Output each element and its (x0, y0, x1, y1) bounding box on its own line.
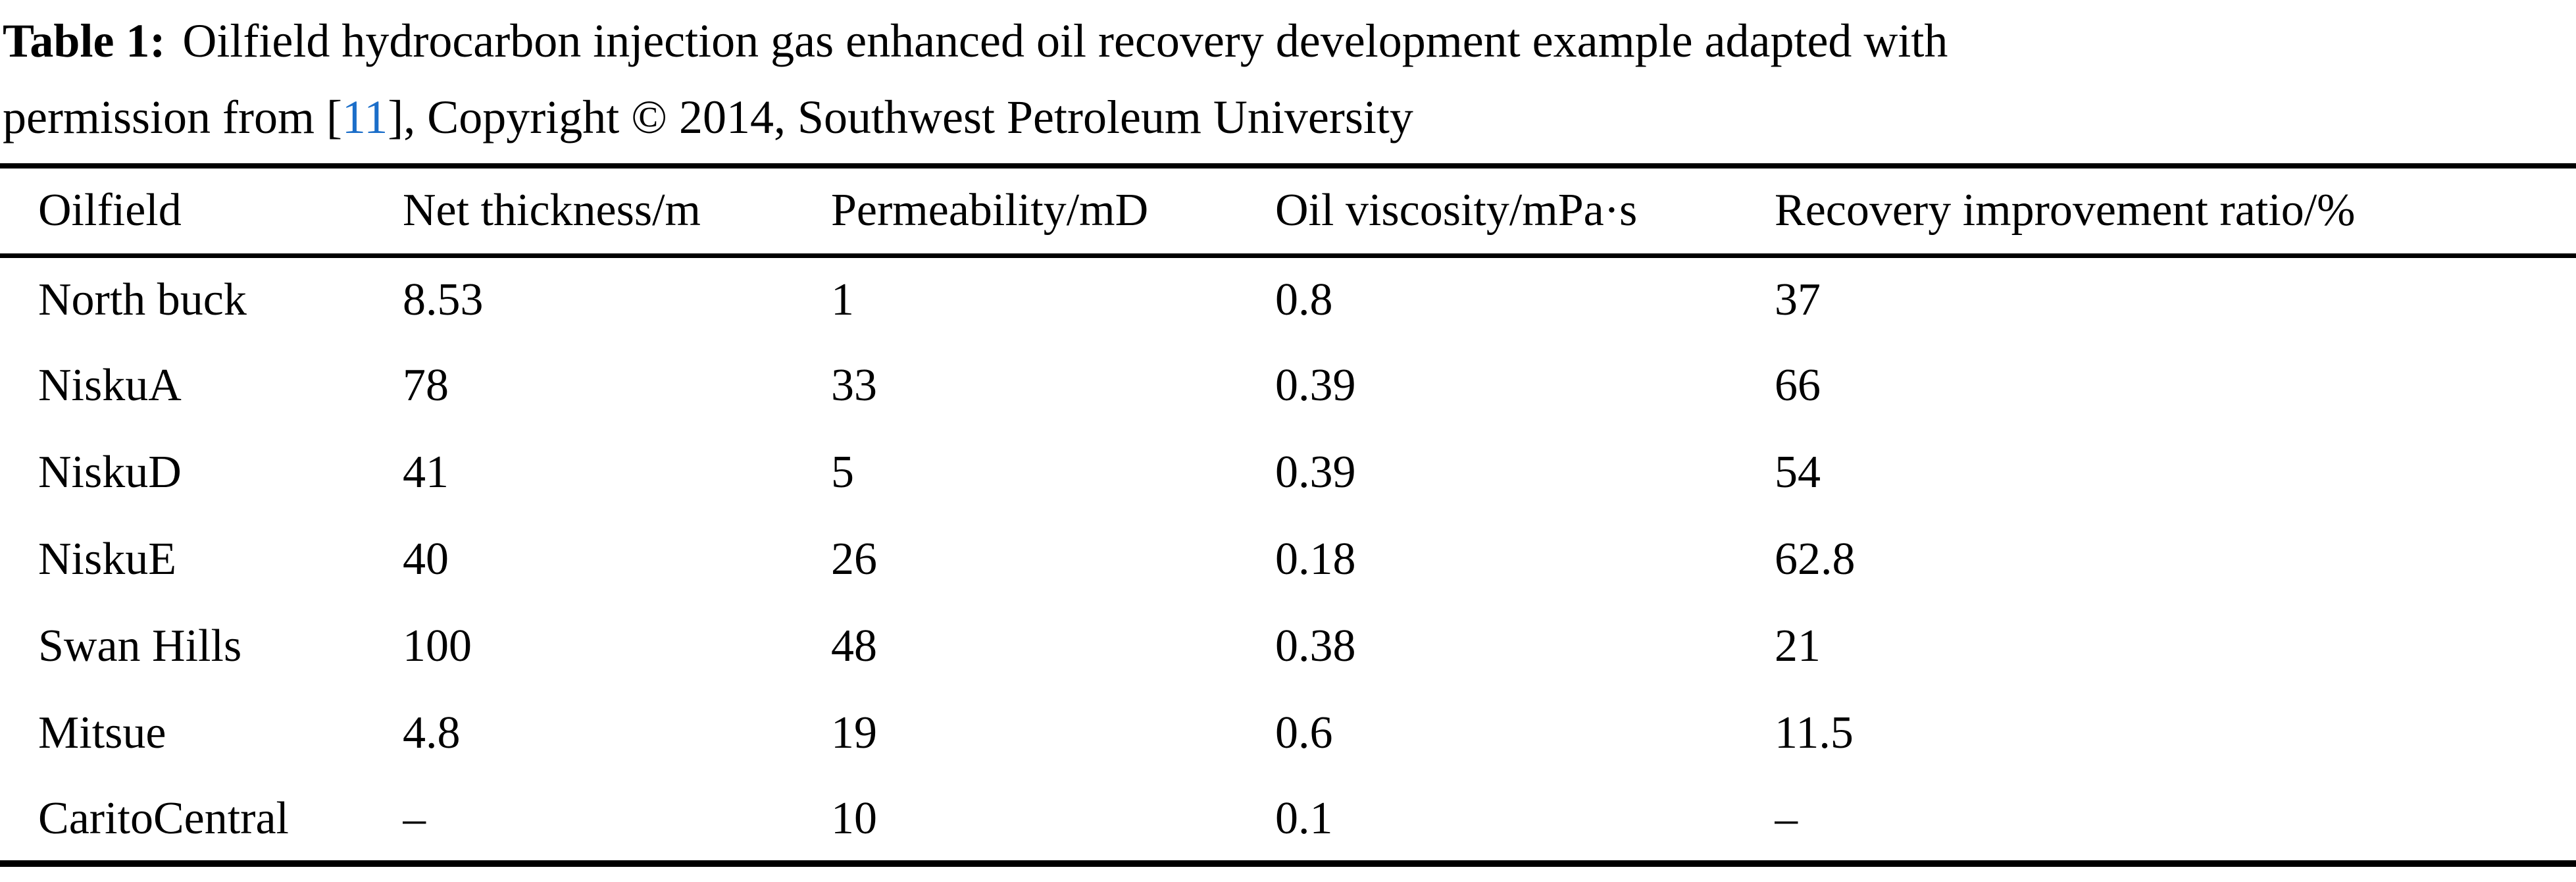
caption-text-line-2-prefix: permission from [ (3, 91, 342, 143)
table-cell: 37 (1775, 274, 1821, 325)
column-header-recovery-ratio: Recovery improvement ratio/% (1775, 166, 2576, 258)
caption-line-1: Table 1: Oilfield hydrocarbon injection g… (3, 14, 1948, 67)
table-cell: 0.38 (1275, 621, 1356, 671)
table-cell: 100 (403, 621, 472, 671)
data-table: Oilfield Net thickness/m Permeability/mD… (0, 163, 2576, 867)
table-row: NiskuA 78 33 0.39 66 (0, 342, 2576, 429)
table-cell: Swan Hills (38, 621, 242, 671)
caption-line-2: permission from [11], Copyright © 2014, … (3, 91, 1413, 143)
table-row: NiskuD 41 5 0.39 54 (0, 429, 2576, 516)
header-row: Oilfield Net thickness/m Permeability/mD… (0, 166, 2576, 258)
table-row: Mitsue 4.8 19 0.6 11.5 (0, 690, 2576, 777)
table-cell: 0.6 (1275, 708, 1333, 758)
table-cell: 54 (1775, 447, 1821, 498)
table-cell: 21 (1775, 621, 1821, 671)
table-cell: 40 (403, 534, 449, 584)
table-cell: 8.53 (403, 274, 484, 325)
table-cell: 0.1 (1275, 792, 1333, 844)
table-cell: 1 (831, 274, 854, 325)
table-cell: 10 (831, 792, 877, 844)
table-cell: 66 (1775, 360, 1821, 411)
table-cell: 0.39 (1275, 360, 1356, 411)
caption-text-line-2-suffix: ], Copyright © 2014, Southwest Petroleum… (388, 91, 1413, 143)
table-row: NiskuE 40 26 0.18 62.8 (0, 516, 2576, 603)
table-cell: 5 (831, 447, 854, 498)
table-cell: 0.18 (1275, 534, 1356, 584)
table-cell: NiskuE (38, 534, 176, 584)
table-row: Swan Hills 100 48 0.38 21 (0, 603, 2576, 690)
table-cell: 11.5 (1775, 708, 1854, 758)
caption-text-line-1: Oilfield hydrocarbon injection gas enhan… (182, 14, 1948, 67)
table-cell: – (403, 792, 426, 844)
table-cell: Mitsue (38, 708, 166, 758)
table-cell: 33 (831, 360, 877, 411)
column-header-oilfield: Oilfield (0, 166, 403, 258)
table-cell: – (1775, 792, 1798, 844)
table-cell: 48 (831, 621, 877, 671)
column-header-permeability: Permeability/mD (831, 166, 1275, 258)
table-cell: 19 (831, 708, 877, 758)
caption-label: Table 1: (3, 14, 166, 67)
column-header-net-thickness: Net thickness/m (403, 166, 831, 258)
citation-link[interactable]: 11 (341, 91, 388, 143)
table-cell: North buck (38, 274, 247, 325)
table-cell: 62.8 (1775, 534, 1856, 584)
table-cell: 4.8 (403, 708, 461, 758)
table-cell: 78 (403, 360, 449, 411)
table-cell: CaritoCentral (38, 792, 290, 844)
column-header-oil-viscosity: Oil viscosity/mPa·s (1275, 166, 1775, 258)
table-caption: Table 1: Oilfield hydrocarbon injection g… (3, 3, 2572, 155)
table-row: North buck 8.53 1 0.8 37 (0, 255, 2576, 342)
table-cell: NiskuA (38, 360, 182, 411)
table-cell: NiskuD (38, 447, 182, 498)
table-cell: 26 (831, 534, 877, 584)
table-cell: 0.8 (1275, 274, 1333, 325)
table-cell: 0.39 (1275, 447, 1356, 498)
table-cell: 41 (403, 447, 449, 498)
table-row: CaritoCentral – 10 0.1 – (0, 777, 2576, 864)
